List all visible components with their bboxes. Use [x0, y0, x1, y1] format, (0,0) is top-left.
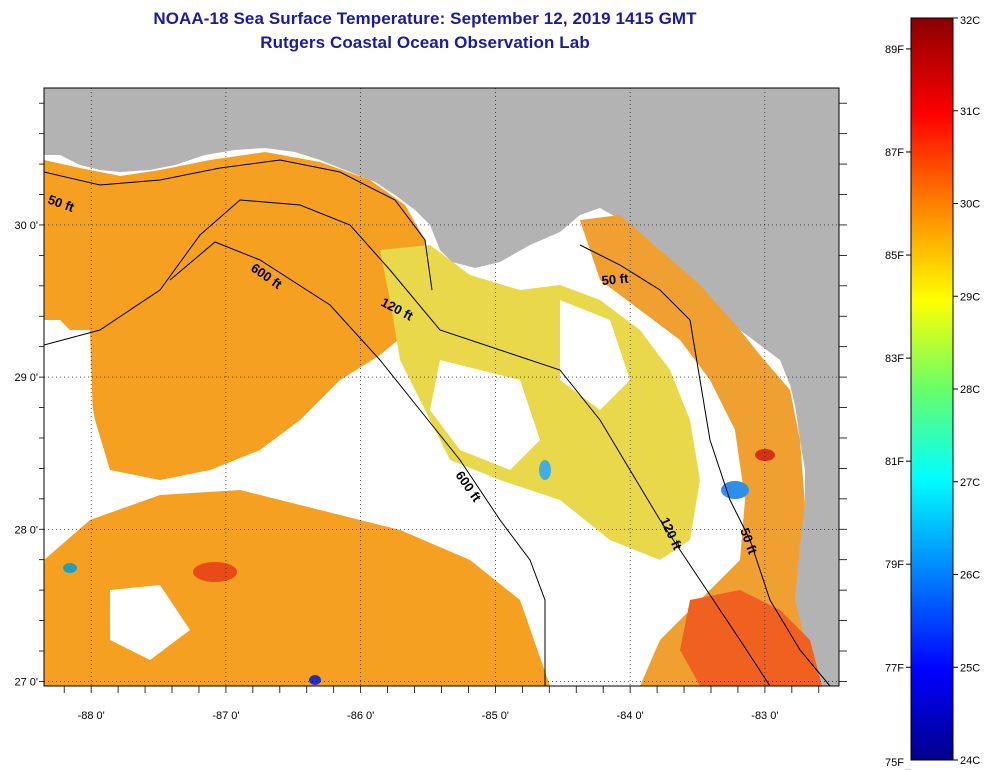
hot-patch: [755, 449, 775, 461]
colorbar-celsius-label: 26C: [960, 570, 980, 582]
cool-patch: [63, 563, 77, 573]
lat-tick-label: 30 0': [14, 220, 38, 232]
cool-patch: [721, 481, 749, 499]
lon-tick-label: -85 0': [482, 710, 509, 722]
colorbar-fahrenheit-label: 79F: [885, 559, 904, 571]
lon-tick-label: -86 0': [347, 710, 374, 722]
graticule: -88 0' -87 0' -86 0' -85 0' -84 0' -83 0' 27 0…: [14, 88, 847, 722]
contour-600ft: [169, 241, 546, 686]
contour-50ft-east: [579, 244, 831, 686]
colorbar-ticks: 32C 31C 30C 29C 28C 27C 26C 25C 24C 89F 87F 85F 83F 8…: [885, 15, 980, 770]
colorbar-celsius-label: 30C: [960, 199, 980, 211]
colorbar-fahrenheit-label: 81F: [885, 456, 904, 468]
colorbar-celsius-label: 31C: [960, 106, 980, 118]
map-title: NOAA-18 Sea Surface Temperature: Septemb…: [153, 9, 697, 28]
lon-tick-label: -83 0': [751, 710, 778, 722]
colorbar-celsius-label: 28C: [960, 384, 980, 396]
cloud-patch: [560, 300, 630, 410]
colorbar-fahrenheit-label: 83F: [885, 353, 904, 365]
map-subtitle: Rutgers Coastal Ocean Observation Lab: [260, 33, 590, 52]
lat-tick-label: 29 0': [14, 372, 38, 384]
colorbar-celsius-label: 24C: [960, 755, 980, 767]
lat-tick-label: 27 0': [14, 676, 38, 688]
contour-120ft: [44, 199, 771, 686]
hot-water-strip: [680, 590, 822, 686]
colorbar-celsius-label: 27C: [960, 477, 980, 489]
colorbar-fahrenheit-label: 85F: [885, 250, 904, 262]
colorbar-celsius-label: 29C: [960, 291, 980, 303]
warm-water-region: [44, 152, 430, 480]
lon-tick-label: -88 0': [78, 710, 105, 722]
colorbar-celsius-label: 25C: [960, 662, 980, 674]
contour-label: 50 ft: [601, 271, 630, 288]
lat-tick-label: 28 0': [14, 524, 38, 536]
colorbar-celsius-label: 32C: [960, 15, 980, 27]
contour-50ft-west: [44, 159, 433, 291]
lon-tick-label: -84 0': [617, 710, 644, 722]
cloud-patch: [430, 360, 540, 470]
colorbar-fahrenheit-label: 75F: [885, 757, 904, 769]
cloud-patch: [44, 330, 95, 500]
mid-temp-region: [380, 245, 700, 560]
cloud-patch: [110, 585, 190, 660]
map-plot-area: [44, 88, 839, 686]
hot-patch: [193, 562, 237, 582]
land-mass: [44, 88, 839, 686]
colorbar: [910, 17, 954, 761]
warm-water-east: [580, 215, 822, 686]
cool-patch: [309, 675, 321, 685]
cool-patch: [539, 460, 551, 480]
colorbar-fahrenheit-label: 77F: [885, 662, 904, 674]
colorbar-fahrenheit-label: 87F: [885, 147, 904, 159]
colorbar-fahrenheit-label: 89F: [885, 44, 904, 56]
lon-tick-label: -87 0': [212, 710, 239, 722]
